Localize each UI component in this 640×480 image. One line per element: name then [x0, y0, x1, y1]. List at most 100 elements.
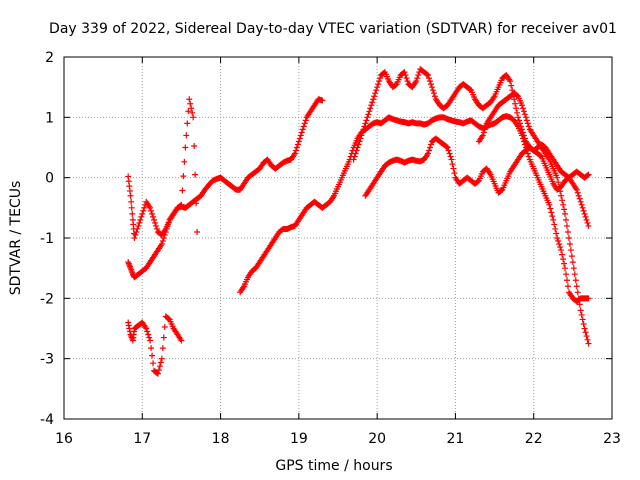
data-point [192, 171, 199, 178]
x-tick-label: 20 [368, 431, 386, 447]
data-point [147, 204, 154, 211]
data-point [355, 141, 362, 148]
data-point [582, 213, 589, 220]
data-point [354, 144, 361, 151]
data-point [374, 84, 381, 91]
data-point [560, 201, 567, 208]
data-point [445, 147, 452, 154]
data-point [150, 360, 157, 367]
data-point [562, 210, 569, 217]
data-point [182, 144, 189, 151]
data-point [524, 120, 531, 127]
data-point [193, 200, 200, 207]
data-point [428, 84, 435, 91]
data-point [579, 316, 586, 323]
data-point [563, 271, 570, 278]
data-point [187, 100, 194, 107]
data-point [426, 144, 433, 151]
data-point [157, 359, 164, 366]
x-tick-label: 23 [603, 431, 621, 447]
data-point [158, 355, 165, 362]
data-point [569, 259, 576, 266]
data-point [150, 213, 157, 220]
data-point [517, 120, 524, 127]
data-point [149, 352, 156, 359]
data-point [151, 216, 158, 223]
data-point [181, 158, 188, 165]
data-point [498, 187, 505, 194]
data-point [580, 320, 587, 327]
data-point [585, 222, 592, 229]
data-point [584, 219, 591, 226]
data-point [129, 210, 136, 217]
data-point [154, 370, 161, 377]
y-tick-label: -1 [40, 231, 54, 247]
data-point [507, 78, 514, 85]
data-point [561, 260, 568, 267]
data-point [194, 228, 201, 235]
x-axis-label: GPS time / hours [275, 458, 392, 474]
data-point [149, 210, 156, 217]
data-point [351, 153, 358, 160]
data-point [135, 222, 142, 229]
data-point [520, 108, 527, 115]
data-point [302, 117, 309, 124]
data-point [371, 93, 378, 100]
data-point [148, 207, 155, 214]
data-point [180, 173, 187, 180]
data-point [563, 277, 570, 284]
data-point [568, 253, 575, 260]
data-point [522, 114, 529, 121]
data-point [515, 114, 522, 121]
data-point [427, 141, 434, 148]
data-point [425, 72, 432, 79]
data-point [579, 204, 586, 211]
data-point [162, 228, 169, 235]
data-point [554, 174, 561, 181]
data-point [319, 97, 326, 104]
data-point [413, 78, 420, 85]
data-point [514, 92, 521, 99]
data-point [563, 216, 570, 223]
data-point [577, 198, 584, 205]
data-point [576, 301, 583, 308]
data-point [575, 295, 582, 302]
data-point [184, 120, 191, 127]
data-point [559, 251, 566, 258]
data-point [360, 126, 367, 133]
data-point [585, 171, 592, 178]
data-point [292, 147, 299, 154]
data-point [158, 241, 165, 248]
data-point [177, 202, 184, 209]
data-point [350, 156, 357, 163]
data-point [377, 75, 384, 82]
data-point [164, 222, 171, 229]
data-point [573, 186, 580, 193]
data-point [443, 143, 450, 150]
data-point [570, 265, 577, 272]
data-point [519, 105, 526, 112]
data-point [189, 109, 196, 116]
data-point [537, 152, 544, 159]
x-tick-label: 22 [525, 431, 543, 447]
data-point [127, 192, 134, 199]
data-point [576, 195, 583, 202]
data-point [147, 337, 154, 344]
data-point [144, 328, 151, 335]
data-point [152, 219, 159, 226]
data-point [516, 117, 523, 124]
data-point [518, 126, 525, 133]
data-point [446, 150, 453, 157]
data-point [450, 165, 457, 172]
data-point [555, 238, 562, 245]
data-point [556, 241, 563, 248]
data-point [558, 247, 565, 254]
data-point [548, 209, 555, 216]
data-point [425, 150, 432, 157]
data-point [365, 111, 372, 118]
data-point [372, 90, 379, 97]
data-point [583, 216, 590, 223]
data-point [183, 132, 190, 139]
data-point [546, 201, 553, 208]
data-point [153, 369, 160, 376]
